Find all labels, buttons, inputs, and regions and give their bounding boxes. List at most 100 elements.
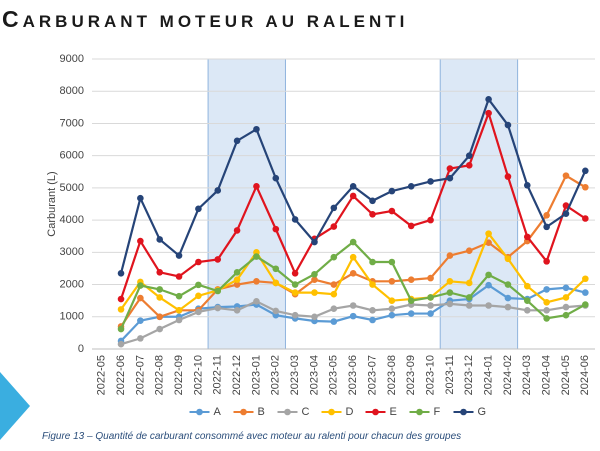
data-point bbox=[117, 340, 125, 348]
x-tick-label: 2023-01 bbox=[250, 355, 262, 395]
y-tick-label: 1000 bbox=[60, 311, 84, 323]
data-point bbox=[117, 325, 125, 333]
data-point bbox=[291, 311, 299, 319]
legend-marker bbox=[328, 408, 335, 416]
data-point bbox=[582, 301, 589, 308]
y-tick-label: 2000 bbox=[60, 278, 84, 290]
data-point bbox=[369, 197, 376, 205]
data-point bbox=[330, 223, 338, 230]
data-point bbox=[195, 292, 202, 300]
data-point bbox=[330, 281, 338, 288]
data-point bbox=[465, 247, 473, 255]
data-point bbox=[349, 269, 357, 277]
data-point bbox=[485, 271, 492, 279]
x-tick-label: 2023-12 bbox=[463, 355, 475, 395]
y-tick-label: 5000 bbox=[60, 182, 84, 194]
y-tick-label: 4000 bbox=[60, 214, 84, 226]
data-point bbox=[137, 282, 144, 289]
data-point bbox=[233, 137, 241, 145]
data-point bbox=[349, 238, 357, 246]
data-point bbox=[214, 287, 222, 295]
data-point bbox=[427, 302, 434, 309]
data-point bbox=[427, 216, 434, 224]
x-tick-label: 2022-05 bbox=[96, 355, 108, 395]
data-point bbox=[446, 278, 454, 285]
data-point bbox=[582, 289, 589, 296]
data-point bbox=[175, 292, 183, 300]
data-point bbox=[349, 253, 357, 261]
data-point bbox=[446, 252, 454, 259]
data-point bbox=[562, 172, 570, 179]
data-point bbox=[369, 316, 376, 324]
caption: Figure 13 – Quantité de carburant consom… bbox=[42, 431, 462, 442]
data-point bbox=[504, 303, 512, 311]
data-point bbox=[272, 307, 280, 315]
data-point bbox=[427, 294, 434, 301]
data-point bbox=[543, 211, 550, 219]
data-point bbox=[137, 194, 144, 202]
data-point bbox=[175, 273, 183, 280]
data-point bbox=[195, 258, 202, 266]
data-point bbox=[233, 307, 241, 314]
data-point bbox=[137, 294, 144, 302]
legend-marker bbox=[460, 408, 467, 416]
data-point bbox=[407, 182, 415, 190]
legend-marker bbox=[416, 408, 423, 416]
data-point bbox=[427, 274, 434, 282]
chart-title: CARBURANT MOTEUR AU RALENTI bbox=[2, 6, 409, 32]
x-tick-label: 2024-01 bbox=[483, 355, 495, 395]
data-point bbox=[369, 211, 376, 218]
data-point bbox=[388, 311, 396, 319]
data-point bbox=[388, 278, 396, 285]
data-point bbox=[233, 269, 241, 276]
y-tick-label: 7000 bbox=[60, 117, 84, 129]
data-point bbox=[349, 302, 357, 309]
data-point bbox=[117, 306, 125, 313]
data-point bbox=[311, 238, 318, 246]
highlight-band bbox=[207, 58, 286, 350]
legend-label: G bbox=[478, 406, 487, 418]
data-point bbox=[291, 216, 299, 223]
x-tick-label: 2022-06 bbox=[115, 355, 127, 395]
data-point bbox=[523, 297, 531, 304]
data-point bbox=[349, 182, 357, 190]
data-point bbox=[253, 182, 260, 190]
data-point bbox=[427, 178, 434, 185]
x-tick-label: 2023-06 bbox=[347, 355, 359, 395]
x-tick-label: 2023-05 bbox=[328, 355, 340, 395]
data-point bbox=[465, 152, 473, 159]
data-point bbox=[485, 302, 492, 309]
data-point bbox=[330, 305, 338, 313]
legend-marker bbox=[240, 408, 247, 416]
data-point bbox=[465, 162, 473, 169]
data-point bbox=[523, 282, 531, 290]
data-point bbox=[543, 286, 550, 293]
data-point bbox=[388, 187, 396, 195]
data-point bbox=[214, 187, 222, 194]
data-point bbox=[291, 281, 299, 288]
data-point bbox=[582, 167, 589, 175]
data-point bbox=[233, 276, 241, 284]
data-point bbox=[427, 310, 434, 317]
data-point bbox=[543, 298, 550, 306]
data-point bbox=[117, 295, 125, 303]
data-point bbox=[311, 270, 318, 278]
data-point bbox=[175, 252, 183, 259]
data-point bbox=[543, 258, 550, 265]
x-tick-label: 2023-08 bbox=[386, 355, 398, 395]
data-point bbox=[156, 236, 164, 243]
data-point bbox=[253, 278, 260, 285]
data-point bbox=[272, 279, 280, 287]
data-point bbox=[543, 307, 550, 314]
data-point bbox=[195, 281, 202, 289]
data-point bbox=[175, 307, 183, 314]
data-point bbox=[582, 183, 589, 191]
data-point bbox=[253, 298, 260, 305]
x-tick-label: 2023-02 bbox=[270, 355, 282, 395]
data-point bbox=[272, 265, 280, 273]
data-point bbox=[330, 290, 338, 298]
data-point bbox=[291, 269, 299, 277]
data-point bbox=[388, 297, 396, 304]
data-point bbox=[582, 275, 589, 283]
